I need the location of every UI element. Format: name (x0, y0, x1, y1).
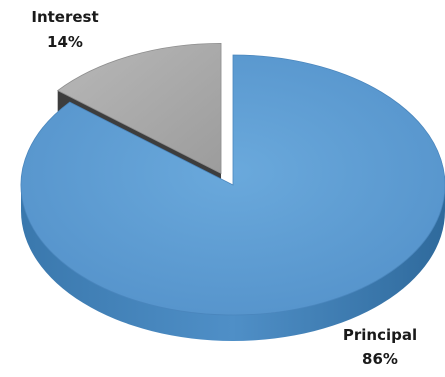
data-label-interest-name: Interest (31, 8, 98, 26)
data-label-principal-percent: 86% (362, 350, 398, 368)
pie-slice-principal (20, 54, 445, 316)
pie-slice-side-principal (21, 185, 445, 341)
data-label-interest-percent: 14% (47, 33, 83, 51)
data-label-principal-name: Principal (343, 326, 417, 344)
pie-slice-interest (56, 42, 222, 175)
